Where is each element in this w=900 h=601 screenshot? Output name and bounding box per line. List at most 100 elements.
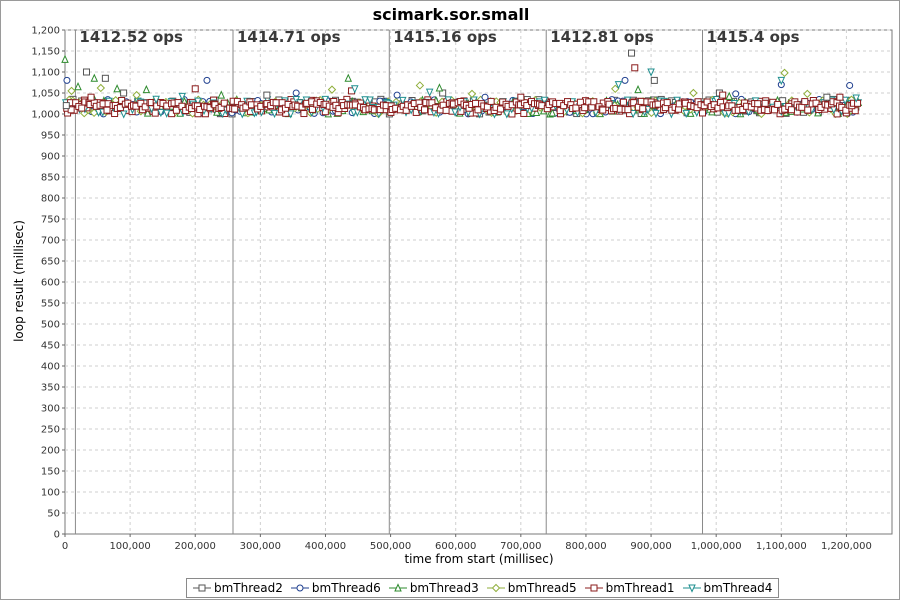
data-point xyxy=(120,89,128,97)
chart-title: scimark.sor.small xyxy=(373,5,530,24)
y-tick-label: 900 xyxy=(41,152,60,163)
legend-item: bmThread4 xyxy=(682,581,773,595)
y-tick-label: 500 xyxy=(41,320,60,331)
legend-item: bmThread6 xyxy=(290,581,381,595)
iteration-ops-label: 1412.81 ops xyxy=(550,28,654,46)
data-point xyxy=(442,106,450,114)
legend: bmThread2 bmThread6 bmThread3 bmThread5 bmTh… xyxy=(186,578,780,598)
data-point xyxy=(191,85,199,93)
data-point xyxy=(344,73,353,82)
data-point xyxy=(300,110,308,118)
y-tick-label: 400 xyxy=(41,362,60,373)
data-point xyxy=(435,83,444,92)
data-point xyxy=(581,104,589,112)
data-point xyxy=(350,85,359,94)
legend-item: bmThread1 xyxy=(584,581,675,595)
data-point xyxy=(393,91,401,99)
legend-label: bmThread5 xyxy=(507,581,577,595)
data-point xyxy=(540,96,549,106)
data-point xyxy=(194,97,202,106)
legend-marker-icon xyxy=(193,584,211,592)
data-point xyxy=(611,84,620,94)
data-point xyxy=(548,108,557,117)
y-tick-label: 200 xyxy=(41,446,60,457)
data-point xyxy=(630,99,638,107)
x-tick-label: 300,000 xyxy=(240,541,281,552)
data-point xyxy=(854,99,862,107)
y-tick-label: 1,100 xyxy=(31,68,60,79)
data-point xyxy=(78,104,86,112)
iteration-labels: 1412.52 ops 1414.71 ops 1415.16 ops 1412.81… xyxy=(79,28,799,46)
y-tick-label: 350 xyxy=(41,383,60,394)
data-point xyxy=(523,102,531,110)
axes: 0 50 100 150 200 250 300 350 400 450 500 550 600 650 7… xyxy=(31,26,872,553)
data-point xyxy=(560,102,568,110)
data-point xyxy=(780,68,789,78)
data-point xyxy=(428,99,436,107)
data-point xyxy=(798,103,806,111)
data-point xyxy=(846,81,854,89)
data-point xyxy=(174,99,182,107)
data-point xyxy=(754,100,762,108)
x-tick-label: 600,000 xyxy=(435,541,476,552)
data-point xyxy=(74,82,82,91)
data-point xyxy=(624,106,632,114)
data-point xyxy=(682,109,691,119)
data-point xyxy=(774,100,782,108)
x-tick-label: 1,200,000 xyxy=(821,541,872,552)
data-point xyxy=(309,105,317,113)
legend-label: bmThread4 xyxy=(703,581,773,595)
data-point xyxy=(699,109,707,117)
data-point xyxy=(621,76,629,84)
x-tick-label: 100,000 xyxy=(109,541,150,552)
x-tick-label: 400,000 xyxy=(305,541,346,552)
data-point xyxy=(841,96,849,105)
data-point xyxy=(605,100,613,108)
x-tick-label: 900,000 xyxy=(630,541,671,552)
y-tick-label: 550 xyxy=(41,299,60,310)
data-point xyxy=(366,96,374,105)
data-point xyxy=(87,93,95,101)
data-point xyxy=(631,64,639,72)
y-tick-label: 0 xyxy=(54,530,60,541)
data-point xyxy=(634,84,642,94)
y-tick-label: 450 xyxy=(41,341,60,352)
iteration-ops-label: 1412.52 ops xyxy=(79,28,183,46)
data-point xyxy=(82,68,90,76)
data-point xyxy=(63,76,71,84)
data-point xyxy=(217,90,226,99)
x-axis-label: time from start (millisec) xyxy=(404,552,553,566)
data-point xyxy=(157,108,165,118)
data-point xyxy=(481,93,489,101)
data-point xyxy=(286,110,295,119)
y-tick-label: 600 xyxy=(41,278,60,289)
y-tick-label: 250 xyxy=(41,425,60,436)
data-point xyxy=(852,94,860,103)
data-point xyxy=(532,107,541,116)
data-point xyxy=(517,93,525,101)
data-point xyxy=(474,106,482,114)
x-tick-label: 700,000 xyxy=(500,541,541,552)
y-axis-label: loop result (millisec) xyxy=(12,220,26,342)
data-point xyxy=(178,102,186,110)
x-tick-label: 200,000 xyxy=(175,541,216,552)
x-tick-label: 0 xyxy=(62,541,68,552)
legend-label: bmThread6 xyxy=(311,581,381,595)
data-point xyxy=(787,106,795,114)
data-point xyxy=(719,91,727,99)
data-point xyxy=(628,49,636,57)
data-point xyxy=(467,89,477,99)
y-tick-label: 1,150 xyxy=(31,47,60,58)
data-point xyxy=(689,88,698,98)
data-point xyxy=(663,99,671,107)
data-point xyxy=(113,84,121,93)
legend-label: bmThread2 xyxy=(214,581,283,595)
data-point xyxy=(143,108,152,117)
iteration-ops-label: 1414.71 ops xyxy=(237,28,341,46)
data-point xyxy=(90,73,99,82)
data-point xyxy=(652,109,660,119)
x-tick-label: 1,100,000 xyxy=(756,541,807,552)
data-point xyxy=(361,96,369,105)
